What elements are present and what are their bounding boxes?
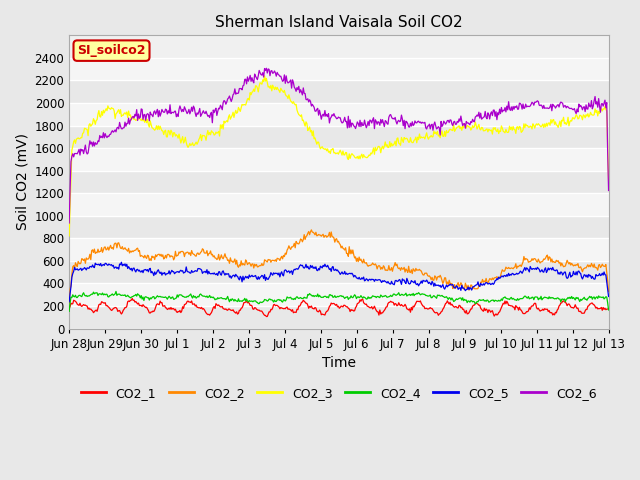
Bar [69, 261, 609, 284]
Bar [69, 126, 609, 148]
Bar [69, 239, 609, 261]
Bar [69, 148, 609, 171]
Legend: CO2_1, CO2_2, CO2_3, CO2_4, CO2_5, CO2_6: CO2_1, CO2_2, CO2_3, CO2_4, CO2_5, CO2_6 [76, 382, 602, 405]
Text: SI_soilco2: SI_soilco2 [77, 44, 146, 57]
Bar [69, 193, 609, 216]
Bar [69, 216, 609, 239]
Bar [69, 171, 609, 193]
Title: Sherman Island Vaisala Soil CO2: Sherman Island Vaisala Soil CO2 [215, 15, 463, 30]
X-axis label: Time: Time [322, 356, 356, 370]
Bar [69, 306, 609, 329]
Bar [69, 284, 609, 306]
Bar [69, 103, 609, 126]
Bar [69, 58, 609, 81]
Y-axis label: Soil CO2 (mV): Soil CO2 (mV) [15, 133, 29, 230]
Bar [69, 81, 609, 103]
